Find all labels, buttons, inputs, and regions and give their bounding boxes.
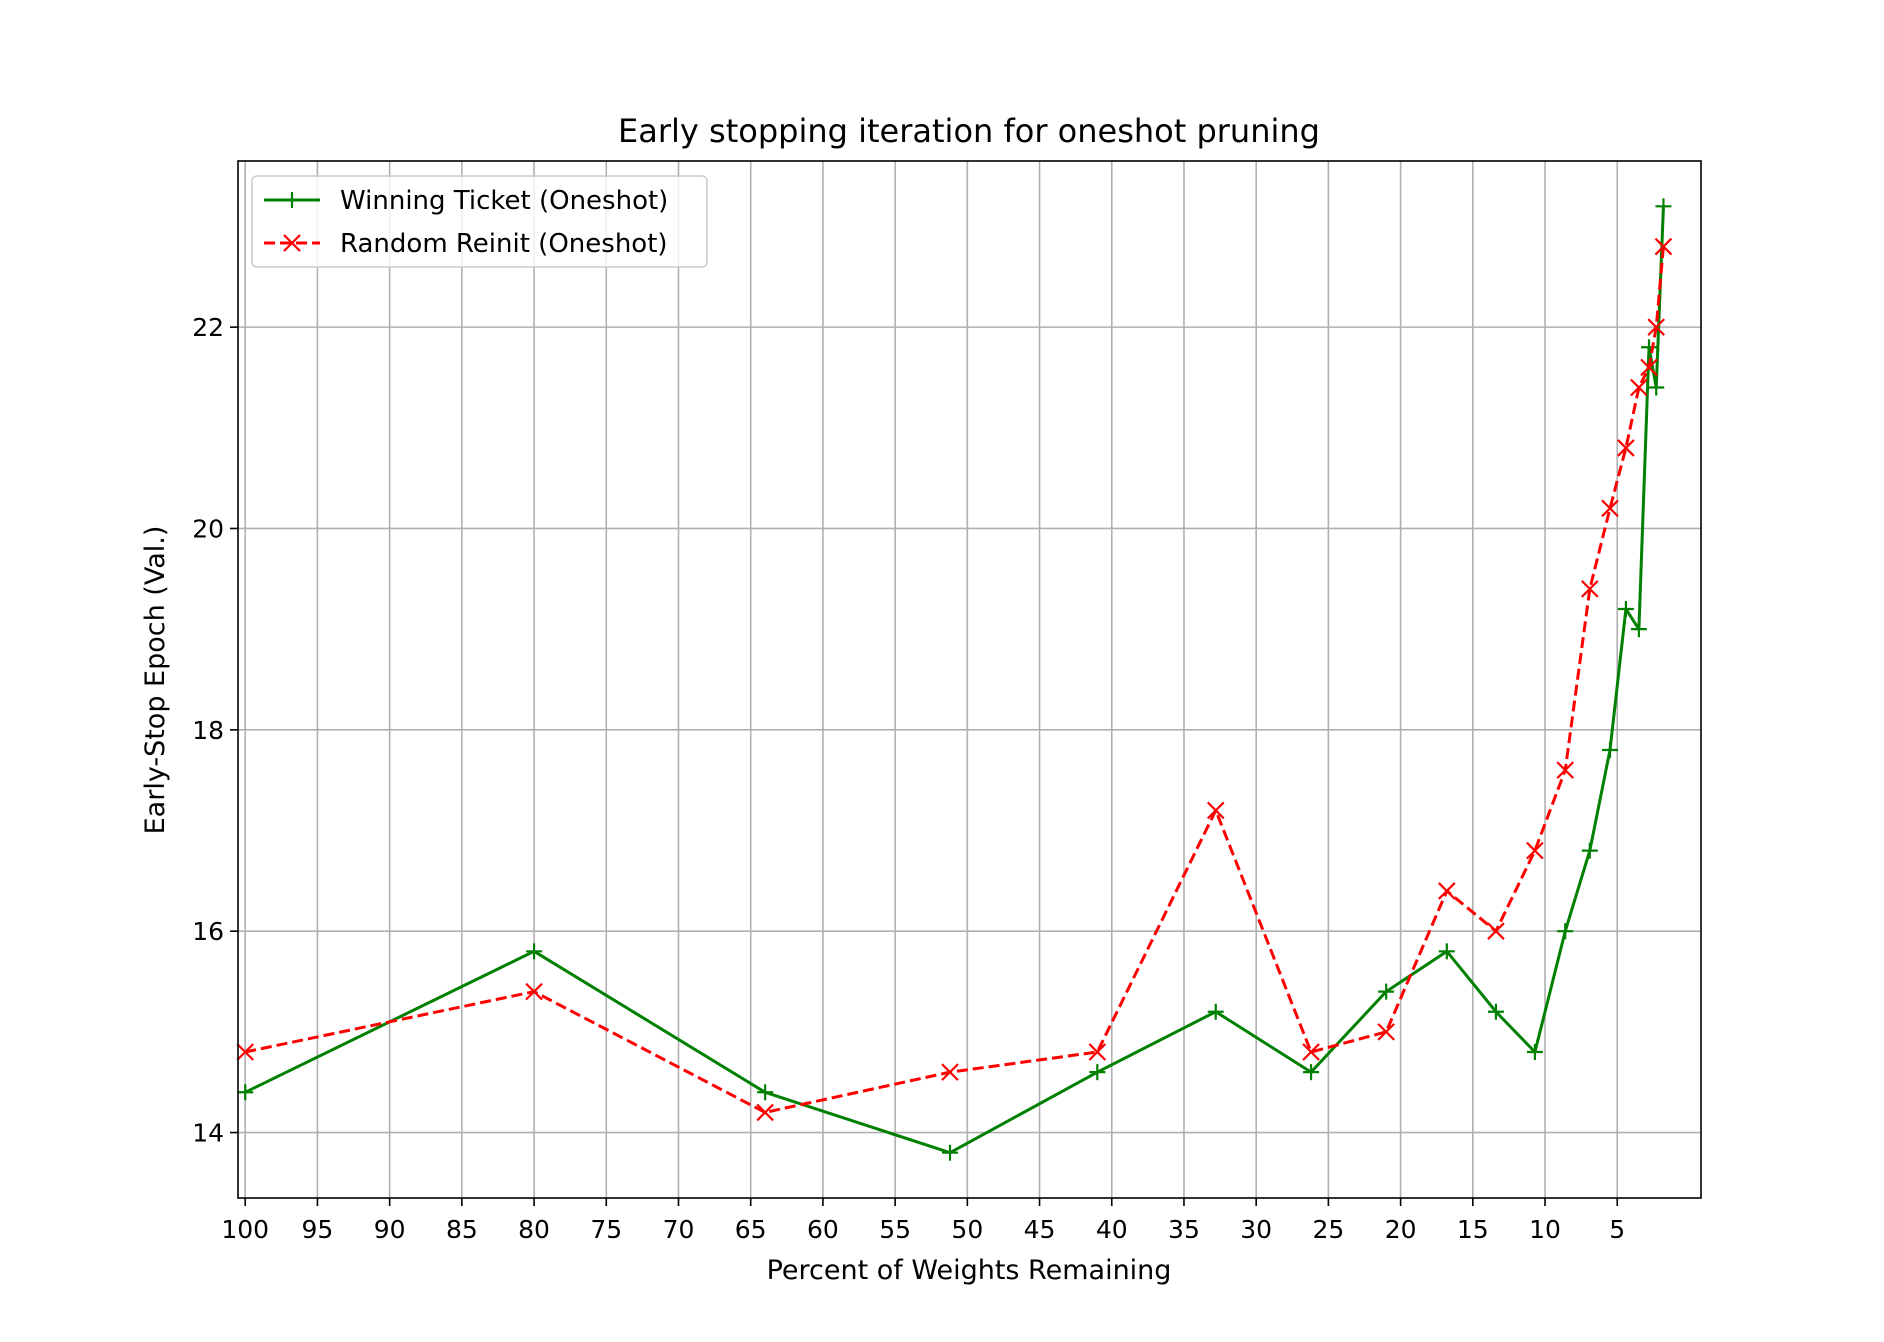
y-axis-ticks: 14 16 18 20 22 <box>192 313 238 1148</box>
data-point <box>1487 1003 1504 1020</box>
data-point <box>1088 1043 1107 1061</box>
x-tick-label: 65 <box>735 1215 767 1244</box>
data-point <box>1557 923 1574 940</box>
series-random-reinit <box>236 237 1673 1122</box>
data-point <box>1617 439 1635 457</box>
data-point <box>526 943 543 960</box>
data-point <box>941 1063 959 1081</box>
data-point <box>236 1043 254 1061</box>
y-tick-label: 18 <box>192 716 224 745</box>
x-tick-label: 45 <box>1024 1215 1056 1244</box>
data-point <box>237 1084 254 1101</box>
x-tick-label: 80 <box>518 1215 550 1244</box>
x-tick-label: 25 <box>1312 1215 1344 1244</box>
data-point <box>1207 1003 1224 1020</box>
data-point <box>1302 1043 1320 1061</box>
x-tick-label: 20 <box>1385 1215 1417 1244</box>
y-tick-label: 14 <box>192 1119 224 1148</box>
data-point <box>1640 358 1658 377</box>
x-tick-label: 5 <box>1609 1215 1625 1244</box>
grid <box>238 161 1701 1198</box>
legend-marker <box>283 234 301 252</box>
data-point <box>1601 499 1619 518</box>
legend-label: Random Reinit (Oneshot) <box>340 229 668 259</box>
y-tick-label: 16 <box>192 917 224 946</box>
x-tick-label: 100 <box>221 1215 269 1244</box>
x-tick-label: 40 <box>1096 1215 1128 1244</box>
data-point <box>1617 601 1634 618</box>
data-point <box>1378 983 1395 1000</box>
data-point <box>1303 1064 1320 1081</box>
data-point <box>1581 580 1599 598</box>
y-axis-label: Early-Stop Epoch (Val.) <box>140 526 171 835</box>
data-point <box>1206 801 1225 820</box>
data-point <box>1526 1044 1543 1061</box>
x-tick-label: 30 <box>1240 1215 1272 1244</box>
data-point <box>756 1103 774 1122</box>
legend-item: Winning Ticket (Oneshot) <box>264 186 668 216</box>
x-axis-ticks: 100 95 90 85 80 75 70 65 60 55 50 45 40 35 30 25 20 15 10 5 <box>221 1198 1625 1244</box>
data-point <box>757 1084 774 1101</box>
chart-title: Early stopping iteration for oneshot pru… <box>618 112 1320 150</box>
x-tick-label: 55 <box>879 1215 911 1244</box>
x-tick-label: 15 <box>1457 1215 1489 1244</box>
plot-frame <box>237 160 1702 1199</box>
x-tick-label: 35 <box>1168 1215 1200 1244</box>
series-layer <box>236 198 1673 1161</box>
legend-label: Winning Ticket (Oneshot) <box>340 186 668 216</box>
y-tick-label: 22 <box>192 313 224 342</box>
legend: Winning Ticket (Oneshot) Random Reinit (O… <box>251 175 708 268</box>
x-tick-label: 50 <box>951 1215 983 1244</box>
data-point <box>1089 1064 1106 1081</box>
series-winning-ticket <box>237 198 1672 1161</box>
x-axis-label: Percent of Weights Remaining <box>767 1255 1172 1286</box>
legend-box <box>251 175 708 268</box>
data-point <box>1526 841 1544 860</box>
x-tick-label: 85 <box>446 1215 478 1244</box>
data-point <box>1377 1023 1395 1041</box>
data-point <box>1602 741 1619 758</box>
legend-item: Random Reinit (Oneshot) <box>264 229 668 259</box>
data-point <box>1655 198 1672 215</box>
data-point <box>1654 237 1673 256</box>
x-tick-label: 75 <box>590 1215 622 1244</box>
y-tick-label: 20 <box>192 514 224 543</box>
legend-marker <box>284 192 300 208</box>
data-point <box>1438 882 1456 900</box>
data-point <box>1438 943 1455 960</box>
data-point <box>1487 922 1505 940</box>
data-point <box>1648 379 1665 396</box>
data-point <box>525 982 543 1001</box>
data-point <box>1556 761 1575 779</box>
x-tick-label: 90 <box>374 1215 406 1244</box>
data-point <box>942 1144 959 1161</box>
data-point <box>1641 339 1658 356</box>
data-point <box>1581 842 1598 859</box>
x-tick-label: 60 <box>807 1215 839 1244</box>
data-point <box>1630 378 1648 397</box>
data-point <box>1630 621 1647 638</box>
x-tick-label: 10 <box>1529 1215 1561 1244</box>
data-point <box>1647 318 1666 336</box>
x-tick-label: 70 <box>663 1215 695 1244</box>
x-tick-label: 95 <box>302 1215 334 1244</box>
